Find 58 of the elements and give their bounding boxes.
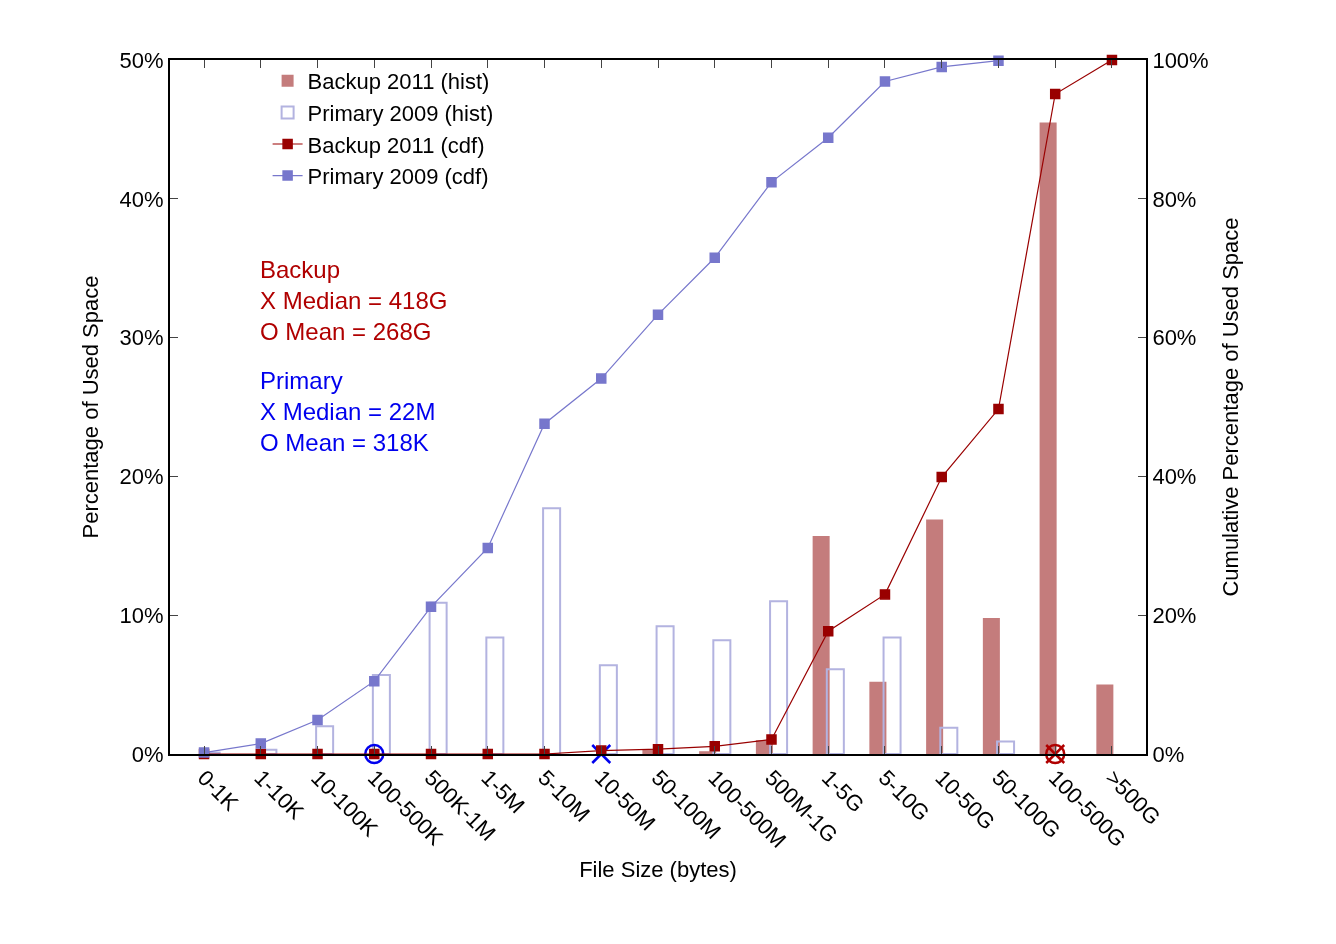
bar — [485, 636, 505, 754]
y2-tick-label: 100% — [1152, 47, 1209, 73]
bar — [1039, 122, 1057, 754]
point — [652, 309, 664, 320]
y-tick-label: 40% — [119, 186, 164, 212]
y2-tick-label: 0% — [1152, 741, 1185, 767]
point — [993, 403, 1004, 415]
point — [539, 418, 550, 429]
point — [312, 714, 323, 726]
legend-label: Backup 2011 (cdf) — [307, 132, 485, 158]
y-tick-label: 30% — [119, 325, 164, 351]
point — [879, 589, 891, 600]
bar — [996, 740, 1016, 754]
point — [482, 542, 494, 554]
point — [425, 601, 437, 613]
bar — [598, 664, 618, 754]
legend-label: Primary 2009 (hist) — [307, 100, 494, 126]
bar — [655, 625, 675, 754]
bar — [982, 617, 1000, 754]
point — [709, 741, 720, 752]
y2-tick-label: 80% — [1152, 186, 1197, 212]
x-axis-title: File Size (bytes) — [579, 857, 737, 883]
y-tick-label: 50% — [119, 47, 164, 73]
point — [709, 252, 720, 264]
point — [822, 625, 834, 637]
point — [766, 176, 777, 188]
bar — [939, 726, 959, 754]
legend-label: Backup 2011 (hist) — [307, 69, 490, 95]
point — [936, 471, 947, 483]
bar — [371, 673, 391, 754]
annotation: Primary X Median = 22M O Mean = 318K — [260, 367, 436, 457]
y-tick-label: 10% — [119, 602, 164, 628]
y-tick-label: 20% — [119, 464, 164, 490]
y2-tick-label: 20% — [1152, 602, 1197, 628]
y2-tick-label: 40% — [1152, 464, 1197, 490]
y-tick-label: 0% — [131, 741, 164, 767]
point — [822, 132, 834, 143]
point — [879, 76, 891, 87]
bar — [428, 601, 448, 754]
point — [255, 738, 267, 749]
point — [1049, 88, 1061, 100]
legend-label: Primary 2009 (cdf) — [307, 164, 489, 190]
bar — [825, 668, 845, 754]
bar — [1096, 684, 1114, 754]
bar — [712, 639, 732, 754]
point — [936, 61, 947, 73]
point — [369, 675, 380, 687]
annotation: Backup X Median = 418G O Mean = 268G — [260, 256, 448, 346]
y2-tick-label: 60% — [1152, 325, 1197, 351]
y2-axis-title: Cumulative Percentage of Used Space — [1218, 217, 1244, 597]
bar — [769, 600, 789, 754]
bar — [542, 507, 562, 754]
bar — [926, 519, 944, 754]
point — [766, 734, 777, 745]
y-axis-title: Percentage of Used Space — [77, 275, 103, 539]
bar — [812, 536, 830, 754]
bar — [882, 636, 902, 754]
point — [596, 373, 607, 384]
